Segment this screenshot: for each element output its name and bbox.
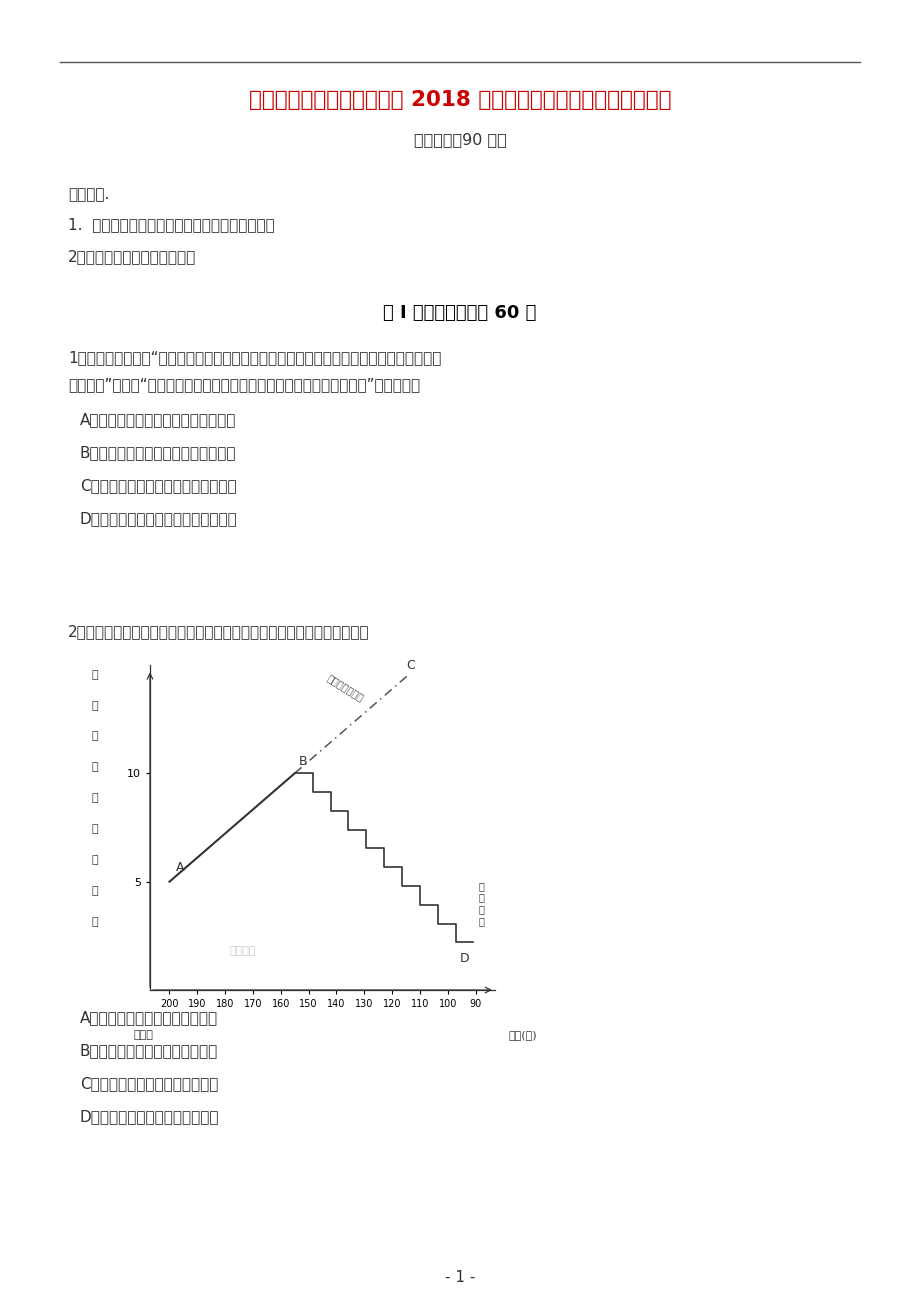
Text: 大夫六。”而平民“乡饮酒之礼，六十者三豆，七十者四豆，八十者五豆。”这说明周代: 大夫六。”而平民“乡饮酒之礼，六十者三豆，七十者四豆，八十者五豆。”这说明周代 <box>68 378 420 392</box>
Text: 族: 族 <box>91 700 98 711</box>
Text: （: （ <box>91 824 98 835</box>
Text: D．因类而异地形成了严格的宗法秩序: D．因类而异地形成了严格的宗法秩序 <box>80 512 237 526</box>
Text: 注意事项.: 注意事项. <box>68 187 109 203</box>
Text: 户: 户 <box>91 885 98 896</box>
Text: 控
制
结
果: 控 制 结 果 <box>478 881 483 926</box>
Text: C．等级森严，贵族享有世卿世禄特权: C．等级森严，贵族享有世卿世禄特权 <box>80 479 236 493</box>
Text: ）: ） <box>91 917 98 927</box>
Text: 化: 化 <box>91 732 98 742</box>
Text: 向: 向 <box>91 793 98 803</box>
Text: C．豪富家族促进贵族化趋向发展: C．豪富家族促进贵族化趋向发展 <box>80 1077 218 1091</box>
Text: D: D <box>460 952 469 965</box>
Text: B: B <box>299 755 307 768</box>
Text: 公元前: 公元前 <box>133 1030 153 1040</box>
Text: 云南省昆明市黄冈实验学校 2018 届高三历史上学期第四次月考试题: 云南省昆明市黄冈实验学校 2018 届高三历史上学期第四次月考试题 <box>248 90 671 109</box>
Text: 2．请将答案正确填写在答卡上: 2．请将答案正确填写在答卡上 <box>68 250 196 264</box>
Text: C: C <box>405 659 414 672</box>
Text: 贵: 贵 <box>91 669 98 680</box>
Text: 第 I 卷（选择题）共 60 分: 第 I 卷（选择题）共 60 分 <box>383 303 536 322</box>
Text: D．削藩弱国促使贵族化趋向弱化: D．削藩弱国促使贵族化趋向弱化 <box>80 1109 220 1125</box>
Text: 不控制发展趋势: 不控制发展趋势 <box>325 673 365 703</box>
Text: A: A <box>176 861 185 874</box>
Text: 1、据《礼记》载：“天子之豆（豆：古代盛食器具）二十有六，诸侯十有二，上大夫八，下: 1、据《礼记》载：“天子之豆（豆：古代盛食器具）二十有六，诸侯十有二，上大夫八，… <box>68 350 441 366</box>
Text: 2、如下图中描述了秦汉时期贵族化趋向的演变。对此演变的正确理解应是: 2、如下图中描述了秦汉时期贵族化趋向的演变。对此演变的正确理解应是 <box>68 625 369 639</box>
Text: 时清教育: 时清教育 <box>230 947 256 956</box>
Text: - 1 -: - 1 - <box>444 1271 475 1285</box>
Text: 时间(年): 时间(年) <box>507 1030 537 1040</box>
Text: A．贵族化趋向必将引起分裂割据: A．贵族化趋向必将引起分裂割据 <box>80 1010 218 1026</box>
Text: B．贵族化趋向冲击皇位有序传承: B．贵族化趋向冲击皇位有序传承 <box>80 1043 218 1059</box>
Text: B．贫富分化严重使国内阶级矛盾尖锐: B．贫富分化严重使国内阶级矛盾尖锐 <box>80 445 236 461</box>
Text: 1.  答题前填写好自己的姓名、班级、考号等信息: 1. 答题前填写好自己的姓名、班级、考号等信息 <box>68 217 275 233</box>
Text: 傍: 傍 <box>91 763 98 772</box>
Text: 考试时间：90 分钟: 考试时间：90 分钟 <box>414 133 505 147</box>
Text: 万: 万 <box>91 855 98 865</box>
Text: A．注重等级差别和尊卑长幼伦理秩序: A．注重等级差别和尊卑长幼伦理秩序 <box>80 413 236 427</box>
